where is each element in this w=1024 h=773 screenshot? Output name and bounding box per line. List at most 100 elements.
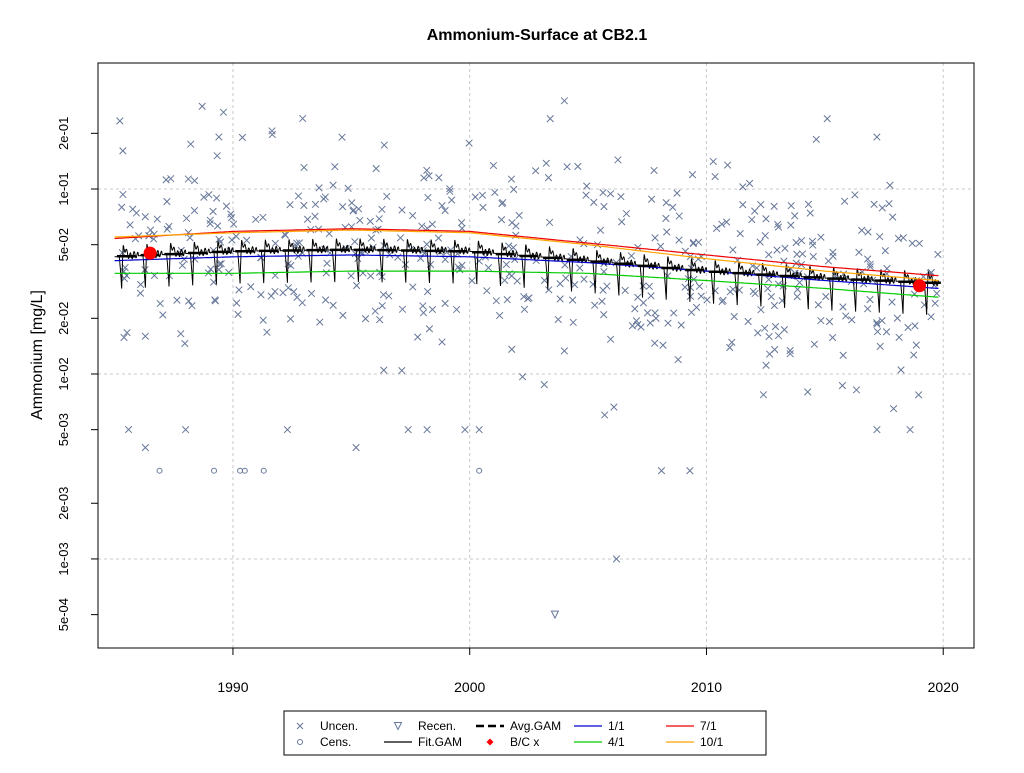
uncensored-point	[242, 236, 251, 244]
uncensored-point	[765, 251, 773, 259]
uncensored-point	[423, 166, 431, 174]
bc-point	[143, 246, 157, 260]
uncensored-point	[441, 255, 449, 264]
uncensored-point	[409, 283, 417, 291]
uncensored-point	[136, 289, 145, 297]
censored-point	[241, 467, 248, 474]
uncensored-point	[419, 302, 427, 310]
uncensored-point	[893, 314, 902, 322]
uncensored-point	[876, 342, 884, 350]
uncensored-point	[571, 281, 579, 289]
uncensored-point	[545, 286, 553, 294]
uncensored-point	[556, 295, 564, 303]
uncensored-point	[129, 205, 137, 213]
censored-point	[476, 467, 483, 474]
uncensored-point	[574, 162, 582, 171]
uncensored-point	[348, 199, 356, 207]
legend-label: Avg.GAM	[510, 719, 561, 733]
uncensored-point	[378, 302, 386, 310]
uncensored-point	[876, 232, 884, 241]
uncensored-point	[908, 239, 916, 247]
uncensored-point	[178, 261, 187, 270]
uncensored-point	[825, 317, 834, 326]
uncensored-point	[425, 172, 433, 180]
uncensored-point	[225, 268, 233, 277]
uncensored-point	[914, 391, 923, 399]
uncensored-point	[561, 261, 569, 269]
uncensored-point	[774, 223, 783, 231]
uncensored-point	[141, 443, 150, 452]
legend-box	[283, 710, 767, 756]
uncensored-point	[366, 217, 374, 225]
legend-symbol-bc	[486, 738, 494, 746]
uncensored-point	[520, 292, 528, 301]
uncensored-point	[792, 238, 800, 247]
uncensored-point	[634, 320, 642, 329]
uncensored-point	[483, 287, 491, 295]
uncensored-point	[515, 211, 523, 220]
uncensored-point	[188, 301, 196, 310]
x-tick-label: 2000	[454, 679, 485, 695]
legend-symbol-recen	[393, 722, 403, 731]
chart-title: Ammonium-Surface at CB2.1	[427, 27, 648, 44]
uncensored-point	[325, 229, 333, 238]
uncensored-point	[659, 341, 667, 349]
uncensored-point	[234, 310, 242, 319]
uncensored-point	[190, 177, 199, 185]
uncensored-point	[752, 264, 761, 272]
uncensored-point	[503, 296, 511, 304]
uncensored-point	[712, 224, 721, 233]
uncensored-point	[438, 202, 446, 210]
uncensored-point	[881, 247, 889, 255]
uncensored-point	[634, 293, 642, 302]
uncensored-point	[569, 318, 577, 327]
uncensored-point	[839, 351, 847, 359]
uncensored-point	[356, 216, 364, 225]
uncensored-point	[307, 289, 316, 298]
uncensored-point	[870, 200, 878, 208]
uncensored-point	[864, 228, 872, 236]
uncensored-point	[855, 248, 863, 256]
uncensored-point	[542, 159, 550, 167]
uncensored-point	[664, 319, 672, 327]
uncensored-point	[428, 305, 437, 314]
uncensored-point	[670, 309, 678, 317]
uncensored-point	[420, 174, 428, 182]
uncensored-point	[206, 216, 214, 224]
uncensored-point	[622, 209, 631, 218]
seasonal-7-1-line	[114, 228, 939, 277]
uncensored-point	[934, 250, 942, 259]
uncensored-point	[352, 443, 360, 452]
uncensored-point	[338, 203, 347, 211]
uncensored-point	[762, 361, 770, 369]
uncensored-point	[651, 234, 659, 242]
uncensored-point	[545, 218, 554, 227]
uncensored-point	[711, 172, 719, 181]
uncensored-point	[500, 276, 509, 285]
uncensored-point	[554, 315, 562, 324]
uncensored-point	[338, 133, 346, 141]
uncensored-point	[576, 264, 584, 272]
uncensored-point	[692, 303, 701, 312]
uncensored-point	[396, 234, 405, 242]
uncensored-point	[349, 207, 357, 215]
uncensored-point	[600, 202, 608, 211]
uncensored-point	[798, 250, 807, 258]
y-tick-label: 1e-01	[56, 172, 71, 205]
uncensored-point	[434, 234, 443, 242]
x-tick-label: 2010	[691, 679, 722, 695]
uncensored-point	[546, 115, 554, 123]
uncensored-point	[873, 426, 881, 434]
uncensored-point	[598, 297, 606, 305]
uncensored-point	[804, 200, 813, 208]
uncensored-point	[267, 292, 275, 300]
uncensored-point	[933, 289, 941, 298]
uncensored-point	[401, 260, 410, 269]
uncensored-point	[829, 248, 837, 256]
uncensored-point	[606, 335, 615, 343]
censored-point	[211, 467, 218, 474]
uncensored-point	[767, 293, 775, 301]
uncensored-point	[793, 293, 801, 301]
uncensored-point	[786, 350, 794, 358]
uncensored-point	[662, 214, 670, 223]
